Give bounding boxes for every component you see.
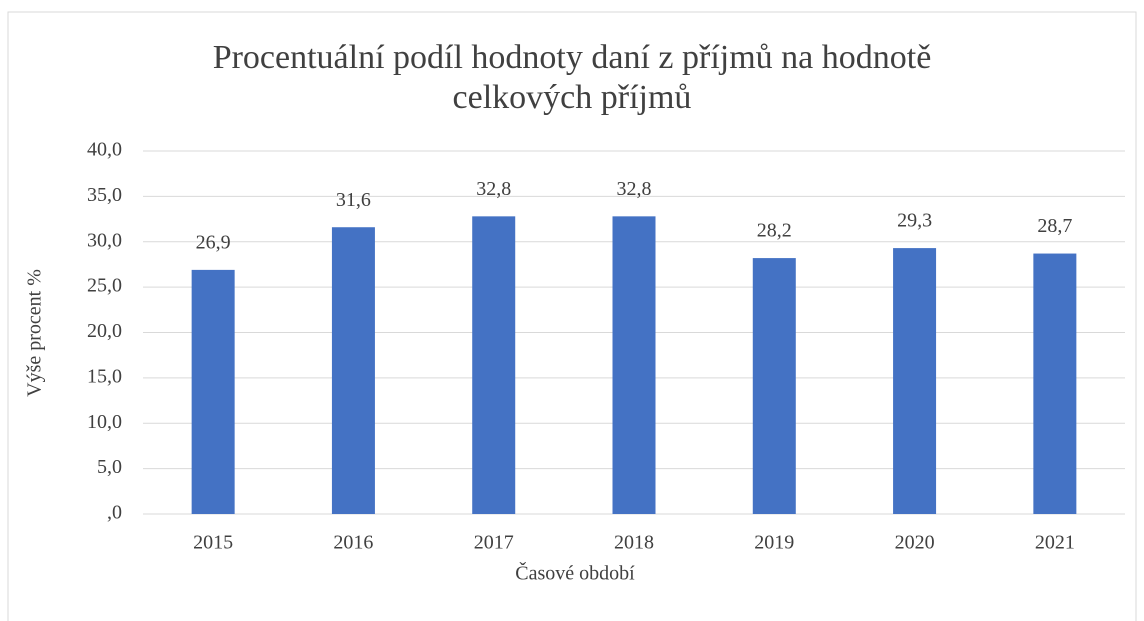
bar [612,216,656,514]
x-tick-label: 2019 [754,532,794,554]
data-label: 28,2 [757,220,792,242]
data-label: 32,8 [617,178,652,200]
bar [893,248,937,515]
bar [752,258,796,514]
y-tick-label: 25,0 [87,275,122,297]
data-label: 26,9 [196,231,231,253]
y-tick-label: 20,0 [87,320,122,342]
data-label: 28,7 [1037,215,1072,237]
data-label: 31,6 [336,189,371,211]
x-tick-label: 2016 [333,532,373,554]
y-tick-label: 15,0 [87,365,122,387]
y-tick-label: 35,0 [87,184,122,206]
y-tick-label: ,0 [107,502,122,524]
x-axis-label: Časové období [515,561,635,585]
bar [331,227,375,515]
chart-border [7,11,1137,621]
x-tick-label: 2021 [1035,532,1075,554]
y-tick-label: 40,0 [87,139,122,161]
x-tick-label: 2020 [895,532,935,554]
bar [1033,253,1077,515]
chart-title: Procentuální podíl hodnoty daní z příjmů… [212,39,932,116]
bar [191,269,235,514]
y-tick-label: 30,0 [87,229,122,251]
data-label: 29,3 [897,210,932,232]
data-label: 32,8 [476,178,511,200]
y-tick-label: 5,0 [97,456,122,478]
bar [472,216,516,514]
x-tick-label: 2018 [614,532,654,554]
x-tick-label: 2017 [474,532,514,554]
x-tick-label: 2015 [193,532,233,554]
y-axis-label: Výše procent % [24,269,46,397]
y-tick-label: 10,0 [87,411,122,433]
